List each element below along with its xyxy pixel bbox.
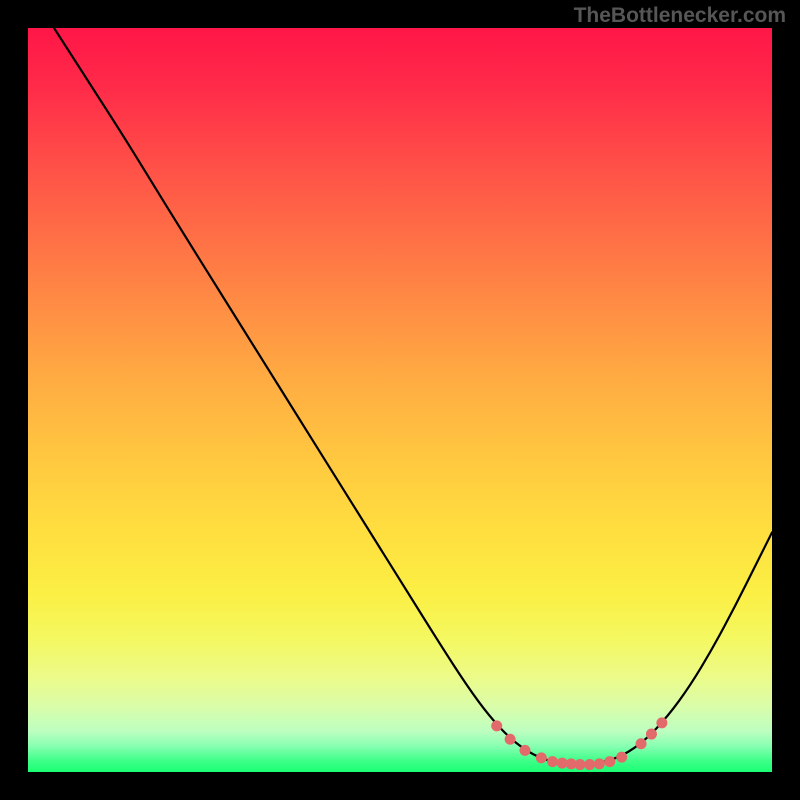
curve-marker	[575, 760, 585, 770]
curve-marker	[505, 734, 515, 744]
curve-marker	[617, 752, 627, 762]
curve-marker	[605, 757, 615, 767]
curve-marker	[492, 721, 502, 731]
watermark-text: TheBottlenecker.com	[574, 4, 786, 28]
curve-marker	[520, 745, 530, 755]
curve-marker	[585, 760, 595, 770]
chart-container	[28, 28, 772, 772]
chart-svg	[28, 28, 772, 772]
curve-marker	[594, 759, 604, 769]
curve-marker	[657, 718, 667, 728]
curve-marker	[646, 729, 656, 739]
curve-marker	[548, 757, 558, 767]
chart-background	[28, 28, 772, 772]
curve-marker	[636, 739, 646, 749]
curve-marker	[536, 753, 546, 763]
